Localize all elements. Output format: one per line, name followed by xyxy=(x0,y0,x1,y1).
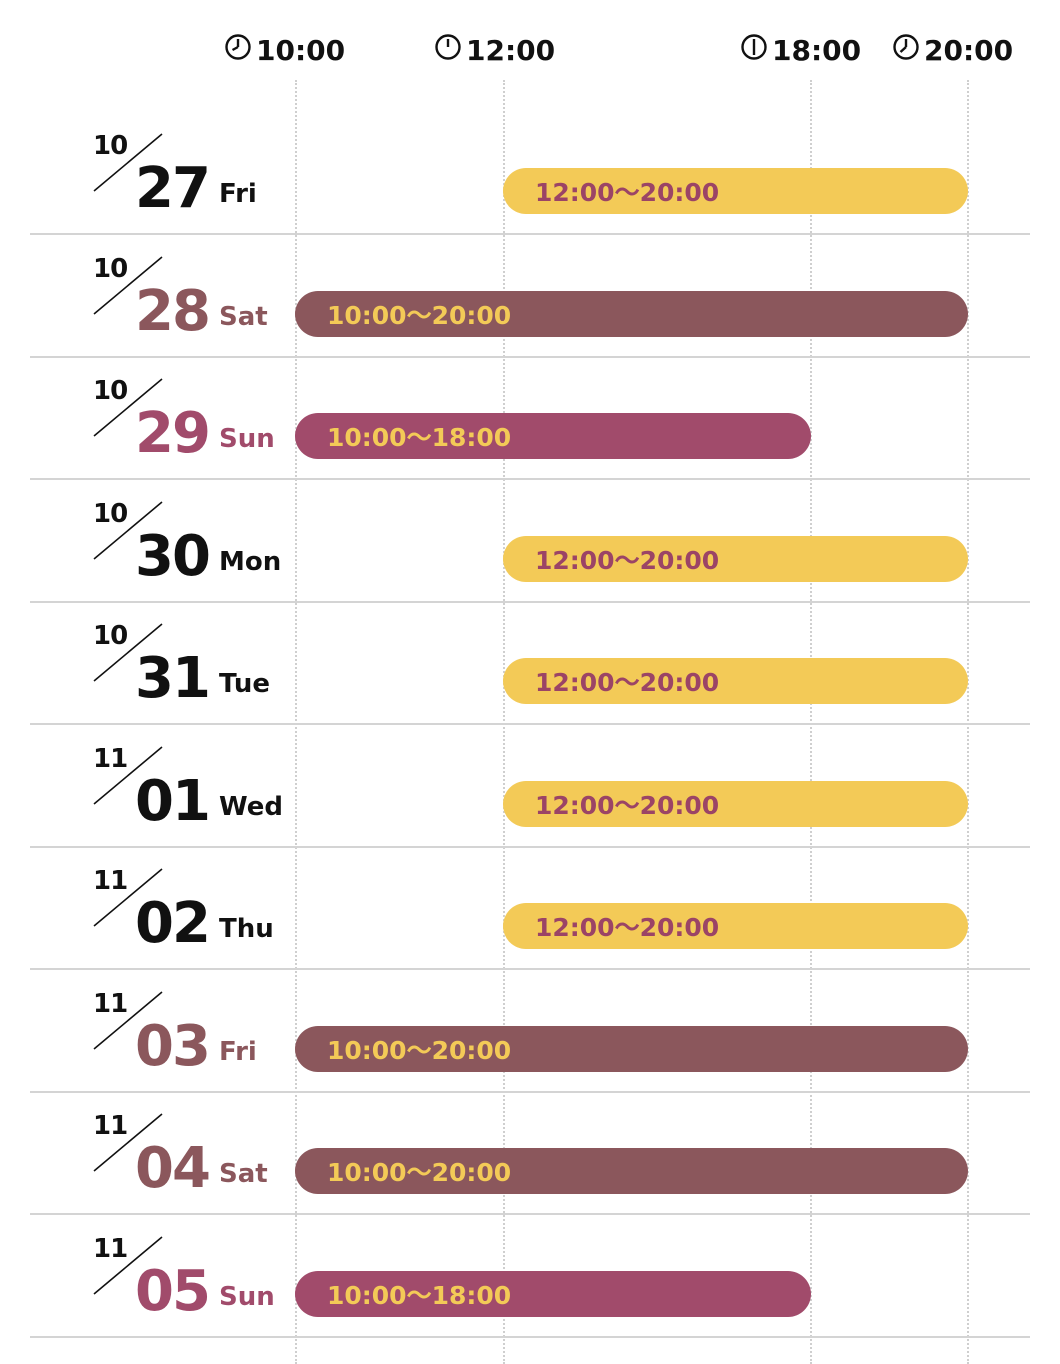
date-day: 03 xyxy=(135,1013,211,1079)
date-weekday: Fri xyxy=(219,179,257,209)
schedule-row: 11 04 Sat 10:00〜20:00 xyxy=(30,1091,1030,1215)
date-slash-icon xyxy=(93,255,163,315)
gridline-1000 xyxy=(295,80,297,1364)
hours-label: 10:00〜20:00 xyxy=(327,1158,512,1187)
date-weekday: Mon xyxy=(219,546,282,577)
hours-label: 12:00〜20:00 xyxy=(535,178,720,207)
date-weekday: Sun xyxy=(219,424,275,454)
date-slash-icon xyxy=(93,745,163,805)
gridline-1800 xyxy=(810,80,812,1364)
date-slash-icon xyxy=(93,133,163,192)
hours-label: 12:00〜20:00 xyxy=(535,913,720,942)
date-month: 11 xyxy=(93,743,128,774)
gridline-1200 xyxy=(503,80,505,1364)
date-day: 01 xyxy=(135,768,211,834)
hours-label: 10:00〜18:00 xyxy=(327,1280,512,1310)
hours-bar: 10:00〜20:00 xyxy=(295,1148,968,1194)
clock-icon xyxy=(224,33,256,68)
time-header-1200: 12:00 xyxy=(434,30,555,70)
hours-bar: 12:00〜20:00 xyxy=(503,903,968,949)
date-month: 10 xyxy=(93,131,128,161)
hours-bar: 10:00〜18:00 xyxy=(295,413,811,459)
schedule-row: 10 30 Mon 12:00〜20:00 xyxy=(30,479,1030,603)
date-weekday: Sun xyxy=(219,1281,275,1312)
hours-bar: 12:00〜20:00 xyxy=(503,535,968,582)
schedule-row: 10 28 Sat 10:00〜20:00 xyxy=(30,234,1030,358)
clock-icon xyxy=(892,33,924,68)
date-slash-icon xyxy=(93,500,163,560)
date-day: 31 xyxy=(135,646,211,711)
time-header-1800: 18:00 xyxy=(740,30,861,70)
hours-label: 12:00〜20:00 xyxy=(535,668,720,697)
date-month: 10 xyxy=(93,621,128,651)
time-header-label: 18:00 xyxy=(772,33,862,67)
date-month: 10 xyxy=(93,253,128,284)
date-weekday: Tue xyxy=(219,669,271,699)
date-day: 27 xyxy=(135,156,211,221)
date-day: 02 xyxy=(135,891,211,956)
hours-bar: 10:00〜20:00 xyxy=(295,1025,968,1072)
date-slash-icon xyxy=(93,623,163,682)
date-weekday: Sat xyxy=(219,301,268,332)
schedule-row: 11 05 Sun 10:00〜18:00 xyxy=(30,1214,1030,1338)
time-header-label: 10:00 xyxy=(256,33,346,67)
date-slash-icon xyxy=(93,1235,163,1295)
hours-bar: 12:00〜20:00 xyxy=(503,658,968,704)
hours-bar: 10:00〜20:00 xyxy=(295,290,968,337)
date-weekday: Fri xyxy=(219,1036,257,1067)
time-header-label: 20:00 xyxy=(924,33,1014,67)
schedule-row: 11 01 Wed 12:00〜20:00 xyxy=(30,724,1030,848)
date-weekday: Wed xyxy=(219,791,283,822)
date-day: 04 xyxy=(135,1136,211,1201)
hours-label: 12:00〜20:00 xyxy=(535,545,720,575)
hours-label: 10:00〜20:00 xyxy=(327,1035,512,1065)
schedule-row: 11 03 Fri 10:00〜20:00 xyxy=(30,969,1030,1093)
clock-icon xyxy=(434,33,466,68)
schedule-row: 10 27 Fri 12:00〜20:00 xyxy=(30,111,1030,235)
date-weekday: Thu xyxy=(219,914,274,944)
time-header-2000: 20:00 xyxy=(892,30,1013,70)
hours-label: 10:00〜20:00 xyxy=(327,300,512,330)
date-month: 10 xyxy=(93,376,128,406)
date-month: 11 xyxy=(93,1111,128,1141)
date-day: 30 xyxy=(135,523,211,589)
date-weekday: Sat xyxy=(219,1159,268,1189)
date-slash-icon xyxy=(93,378,163,437)
date-month: 11 xyxy=(93,866,128,896)
date-slash-icon xyxy=(93,868,163,927)
date-month: 11 xyxy=(93,988,128,1019)
date-slash-icon xyxy=(93,1113,163,1172)
gridline-2000 xyxy=(967,80,969,1364)
schedule-row: 10 29 Sun 10:00〜18:00 xyxy=(30,356,1030,480)
hours-label: 12:00〜20:00 xyxy=(535,790,720,820)
date-day: 29 xyxy=(135,401,211,466)
date-day: 28 xyxy=(135,278,211,344)
hours-label: 10:00〜18:00 xyxy=(327,423,512,452)
hours-bar: 12:00〜20:00 xyxy=(503,168,968,214)
schedule-row: 11 02 Thu 12:00〜20:00 xyxy=(30,846,1030,970)
date-month: 10 xyxy=(93,498,128,529)
hours-bar: 10:00〜18:00 xyxy=(295,1270,811,1317)
date-month: 11 xyxy=(93,1233,128,1264)
date-slash-icon xyxy=(93,990,163,1050)
hours-bar: 12:00〜20:00 xyxy=(503,780,968,827)
time-header-1000: 10:00 xyxy=(224,30,345,70)
date-day: 05 xyxy=(135,1258,211,1324)
clock-icon xyxy=(740,33,772,68)
schedule-row: 10 31 Tue 12:00〜20:00 xyxy=(30,601,1030,725)
time-header-label: 12:00 xyxy=(466,33,556,67)
